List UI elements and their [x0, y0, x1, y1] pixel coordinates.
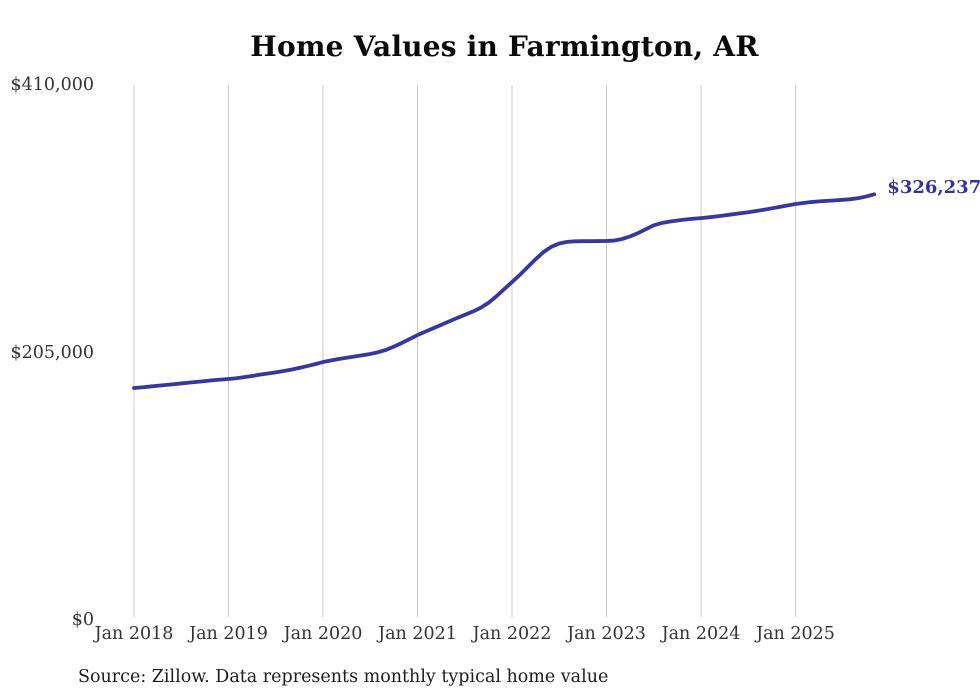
x-tick-label: Jan 2023	[567, 624, 646, 644]
x-tick-label: Jan 2022	[472, 624, 552, 644]
gridlines	[133, 85, 796, 617]
x-tick-label: Jan 2021	[378, 624, 457, 644]
y-tick-label: $0	[71, 610, 94, 630]
chart-title: Home Values in Farmington, AR	[250, 30, 759, 63]
x-tick-label: Jan 2019	[189, 624, 268, 644]
current-value-label: $326,237	[887, 177, 980, 199]
y-tick-label: $410,000	[10, 75, 94, 95]
source-note: Source: Zillow. Data represents monthly …	[78, 667, 609, 687]
x-tick-label: Jan 2024	[661, 624, 741, 644]
y-tick-label: $205,000	[10, 342, 94, 363]
x-tick-label: Jan 2018	[94, 624, 174, 644]
home-value-line	[132, 192, 877, 390]
x-tick-label: Jan 2025	[756, 624, 835, 644]
x-tick-label: Jan 2020	[283, 624, 363, 644]
